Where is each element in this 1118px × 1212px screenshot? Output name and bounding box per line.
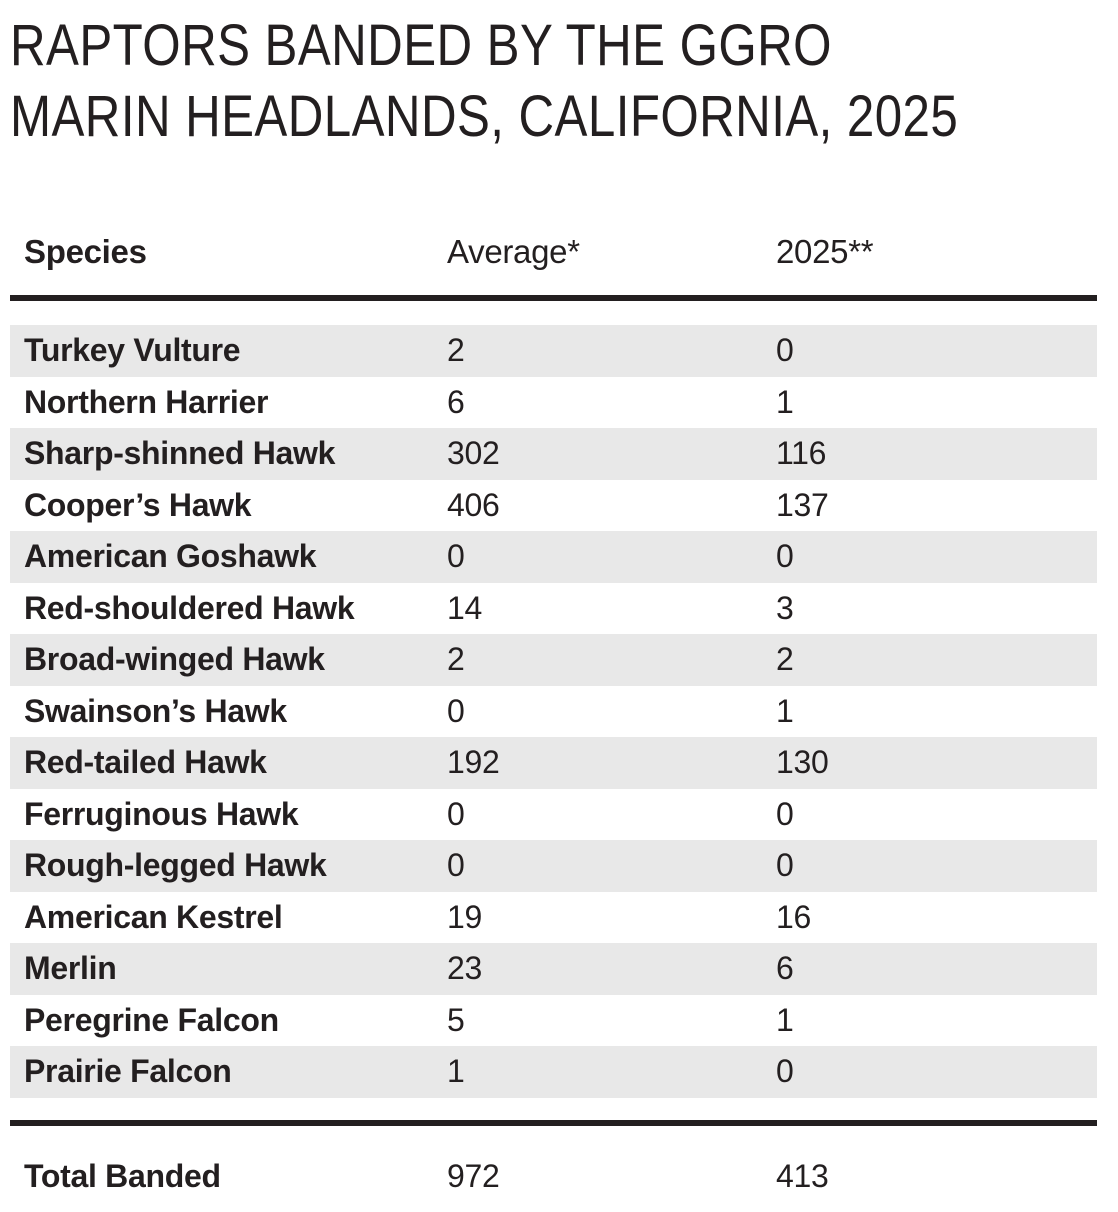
species-cell: Sharp-shinned Hawk	[24, 435, 336, 472]
total-average: 972	[447, 1157, 500, 1194]
species-cell: Peregrine Falcon	[24, 1001, 279, 1038]
table-row: Prairie Falcon 1 0	[10, 1046, 1097, 1098]
species-cell: Northern Harrier	[24, 383, 269, 420]
species-cell: Broad-winged Hawk	[24, 641, 325, 678]
average-cell: 0	[447, 795, 465, 832]
average-cell: 2	[447, 332, 465, 369]
table-row: Turkey Vulture 2 0	[10, 325, 1097, 377]
table-row: Peregrine Falcon 5 1	[10, 995, 1097, 1047]
table-row: American Goshawk 0 0	[10, 531, 1097, 583]
species-cell: Swainson’s Hawk	[24, 692, 287, 729]
species-cell: Red-shouldered Hawk	[24, 589, 355, 626]
species-cell: Merlin	[24, 950, 117, 987]
average-cell: 0	[447, 538, 465, 575]
average-cell: 406	[447, 486, 500, 523]
average-cell: 14	[447, 589, 482, 626]
count-2025-cell: 0	[776, 538, 794, 575]
species-cell: Rough-legged Hawk	[24, 847, 327, 884]
count-2025-cell: 1	[776, 1001, 794, 1038]
page-title: RAPTORS BANDED BY THE GGRO MARIN HEADLAN…	[10, 10, 958, 152]
column-header-average: Average*	[447, 233, 580, 270]
species-cell: Red-tailed Hawk	[24, 744, 267, 781]
species-cell: American Goshawk	[24, 538, 317, 575]
table-row: Rough-legged Hawk 0 0	[10, 840, 1097, 892]
header-rule	[10, 295, 1097, 301]
table-row: Red-tailed Hawk 192 130	[10, 737, 1097, 789]
average-cell: 2	[447, 641, 465, 678]
table-header-row: Species Average* 2025**	[10, 232, 1097, 272]
average-cell: 192	[447, 744, 500, 781]
page-title-line2: MARIN HEADLANDS, CALIFORNIA, 2025	[10, 84, 959, 149]
average-cell: 6	[447, 383, 465, 420]
average-cell: 23	[447, 950, 482, 987]
total-count-2025: 413	[776, 1157, 829, 1194]
count-2025-cell: 1	[776, 692, 794, 729]
count-2025-cell: 130	[776, 744, 829, 781]
species-cell: Cooper’s Hawk	[24, 486, 252, 523]
table-row: Northern Harrier 6 1	[10, 377, 1097, 429]
count-2025-cell: 0	[776, 847, 794, 884]
table-row: Swainson’s Hawk 0 1	[10, 686, 1097, 738]
average-cell: 302	[447, 435, 500, 472]
count-2025-cell: 3	[776, 589, 794, 626]
table-row: Cooper’s Hawk 406 137	[10, 480, 1097, 532]
count-2025-cell: 1	[776, 383, 794, 420]
table-body: Turkey Vulture 2 0 Northern Harrier 6 1 …	[10, 325, 1097, 1098]
species-cell: Prairie Falcon	[24, 1053, 232, 1090]
table-row: Merlin 23 6	[10, 943, 1097, 995]
count-2025-cell: 0	[776, 332, 794, 369]
total-label: Total Banded	[24, 1157, 221, 1194]
count-2025-cell: 116	[776, 435, 827, 472]
total-row: Total Banded 972 413	[10, 1150, 1097, 1202]
average-cell: 19	[447, 898, 482, 935]
count-2025-cell: 0	[776, 795, 794, 832]
count-2025-cell: 2	[776, 641, 794, 678]
table-row: American Kestrel 19 16	[10, 892, 1097, 944]
count-2025-cell: 6	[776, 950, 794, 987]
count-2025-cell: 16	[776, 898, 811, 935]
table-row: Broad-winged Hawk 2 2	[10, 634, 1097, 686]
table-row: Ferruginous Hawk 0 0	[10, 789, 1097, 841]
column-header-2025: 2025**	[776, 233, 874, 270]
average-cell: 1	[447, 1053, 465, 1090]
average-cell: 5	[447, 1001, 465, 1038]
total-rule	[10, 1120, 1097, 1126]
average-cell: 0	[447, 847, 465, 884]
page-title-line1: RAPTORS BANDED BY THE GGRO	[10, 13, 832, 78]
count-2025-cell: 0	[776, 1053, 794, 1090]
species-cell: American Kestrel	[24, 898, 283, 935]
average-cell: 0	[447, 692, 465, 729]
table-row: Red-shouldered Hawk 14 3	[10, 583, 1097, 635]
table-row: Sharp-shinned Hawk 302 116	[10, 428, 1097, 480]
species-cell: Ferruginous Hawk	[24, 795, 299, 832]
species-cell: Turkey Vulture	[24, 332, 241, 369]
column-header-species: Species	[24, 233, 147, 270]
count-2025-cell: 137	[776, 486, 829, 523]
